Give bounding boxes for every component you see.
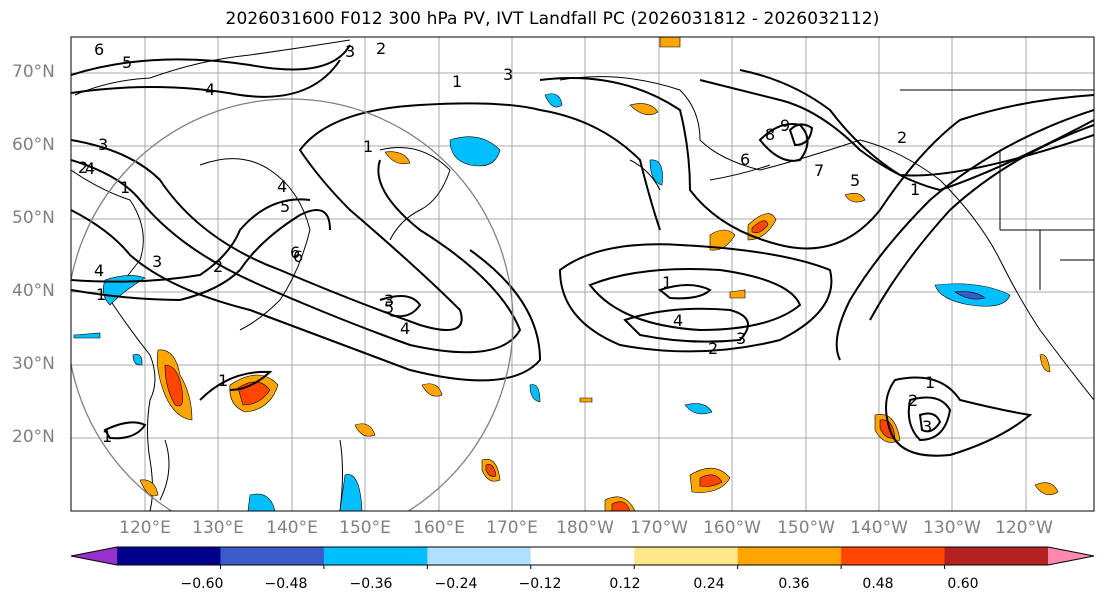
colorbar-tick-label: 0.48 — [862, 576, 894, 592]
contour-label: 6 — [94, 40, 104, 59]
contour-label: 1 — [96, 285, 106, 304]
contour-label: 1 — [120, 178, 130, 197]
contour-label: 1 — [925, 373, 935, 392]
colorbar-segment — [841, 547, 946, 565]
lon-label: 160°W — [703, 518, 761, 538]
contour-label: 4 — [400, 319, 410, 338]
lat-label: 50°N — [12, 208, 55, 228]
colorbar-segment — [323, 547, 428, 565]
range-circle — [71, 98, 514, 511]
contour-label: 4 — [205, 80, 215, 99]
contour-label: 3 — [98, 135, 108, 154]
contour-label: 1 — [452, 72, 462, 91]
contour-label: 2 — [78, 158, 88, 177]
colorbar-outline — [70, 546, 1095, 566]
contour-label: 5 — [384, 298, 394, 317]
colorbar-tick-label: 0.12 — [609, 576, 641, 592]
contour-label: 4 — [85, 159, 95, 178]
lon-label: 160°E — [413, 518, 465, 538]
contour-label: 4 — [673, 311, 683, 330]
contour-label: 2 — [708, 339, 718, 358]
colorbar-segment — [530, 547, 635, 565]
contour-label: 1 — [910, 180, 920, 199]
colorbar-extend-high — [1048, 547, 1094, 565]
lat-label: 60°N — [12, 135, 55, 155]
contour-label: 1 — [363, 137, 373, 156]
colorbar-segment — [427, 547, 532, 565]
map-frame — [70, 36, 1095, 512]
map-title: 2026031600 F012 300 hPa PV, IVT Landfall… — [225, 9, 880, 29]
colorbar-tick-label: −0.12 — [518, 576, 562, 592]
coastlines — [71, 39, 1094, 511]
contour-label: 5 — [850, 171, 860, 190]
lon-label: 120°E — [119, 518, 171, 538]
contour-label: 2 — [213, 257, 223, 276]
colorbar-segment — [634, 547, 739, 565]
colorbar-tick-label: −0.48 — [264, 576, 308, 592]
contour-label: 7 — [814, 161, 824, 180]
lon-label: 120°W — [995, 518, 1053, 538]
lon-label: 150°E — [339, 518, 391, 538]
contour-label: 2 — [908, 391, 918, 410]
colorbar-tick-label: −0.36 — [349, 576, 393, 592]
contour-label: 6 — [740, 150, 750, 169]
pv-contours — [71, 44, 1094, 457]
colorbar-tick-label: 0.60 — [947, 576, 979, 592]
lon-label: 140°E — [266, 518, 318, 538]
lat-label: 30°N — [12, 354, 55, 374]
gridlines — [71, 37, 1094, 511]
contour-label: 8 — [765, 125, 775, 144]
lon-label: 130°W — [923, 518, 981, 538]
colorbar-tick-label: −0.24 — [434, 576, 478, 592]
lat-label: 20°N — [12, 427, 55, 447]
contour-label: 9 — [780, 116, 790, 135]
contour-label: 1 — [218, 371, 228, 390]
colorbar-segment — [944, 547, 1049, 565]
contour-label: 3 — [345, 42, 355, 61]
contour-label: 2 — [376, 39, 386, 58]
lon-label: 140°W — [850, 518, 908, 538]
contour-label: 5 — [280, 197, 290, 216]
colorbar-segment — [220, 547, 325, 565]
contour-label: 4 — [94, 261, 104, 280]
lat-label: 70°N — [12, 62, 55, 82]
lon-label: 170°W — [630, 518, 688, 538]
contour-label: 3 — [503, 65, 513, 84]
contour-label: 5 — [122, 53, 132, 72]
contour-label: 3 — [736, 329, 746, 348]
colorbar-segment — [737, 547, 842, 565]
contour-label: 6 — [290, 243, 300, 262]
lon-label: 180°W — [556, 518, 614, 538]
ivt-shading — [73, 37, 1059, 511]
contour-label: 1 — [102, 427, 112, 446]
contour-label: 1 — [662, 273, 672, 292]
colorbar-tick-label: 0.36 — [778, 576, 810, 592]
lon-label: 130°E — [192, 518, 244, 538]
colorbar-segment — [117, 547, 221, 565]
lon-label: 150°W — [777, 518, 835, 538]
colorbar-extend-low — [71, 547, 117, 565]
contour-label: 3 — [922, 417, 932, 436]
lat-label: 40°N — [12, 281, 55, 301]
contour-label: 2 — [897, 128, 907, 147]
contour-label: 4 — [277, 177, 287, 196]
colorbar-tick-label: 0.24 — [693, 576, 725, 592]
contour-label: 3 — [384, 291, 394, 310]
contour-label: 6 — [293, 247, 303, 266]
lon-label: 170°E — [486, 518, 538, 538]
contour-labels: 6 5 4 3 2 1 3 1 3 1 4 5 6 4 3 2 1 4 5 3 … — [78, 39, 935, 446]
contour-label: 3 — [152, 252, 162, 271]
colorbar — [70, 546, 1095, 569]
colorbar-tick-label: −0.60 — [180, 576, 224, 592]
